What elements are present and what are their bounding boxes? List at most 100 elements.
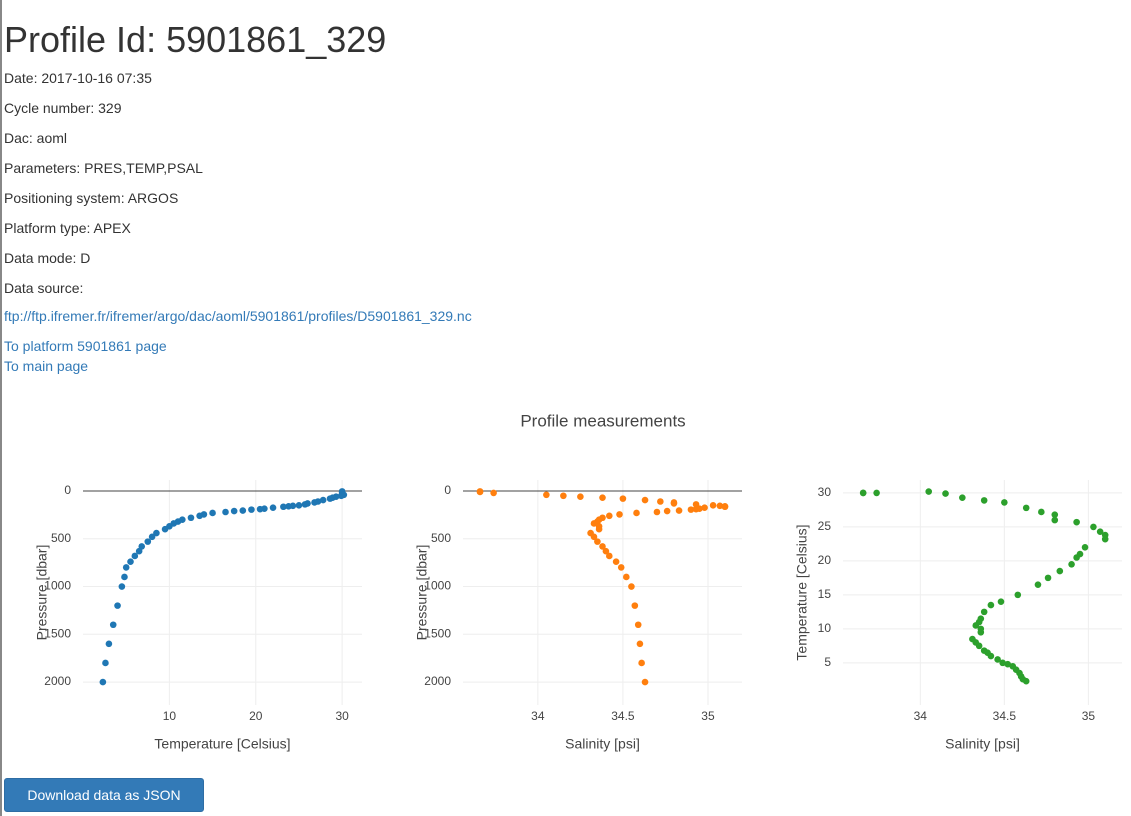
point <box>196 512 203 520</box>
point <box>1004 660 1012 668</box>
point <box>131 552 139 560</box>
detail-line: Platform type: APEX <box>4 220 131 236</box>
platform-link[interactable]: To platform 5901861 page <box>4 338 167 354</box>
y-tick-label: 1000 <box>424 579 451 593</box>
point <box>997 598 1005 605</box>
point <box>975 642 983 650</box>
point <box>280 503 287 511</box>
point <box>987 652 995 660</box>
y-tick-label: 0 <box>444 483 451 497</box>
point <box>590 533 598 541</box>
point <box>716 502 724 510</box>
point <box>148 533 156 541</box>
point <box>859 489 867 497</box>
point <box>959 494 966 501</box>
figure: Profile measurements 10 20 30 0 500 1000 1500 2… <box>34 411 1122 752</box>
point <box>543 491 550 499</box>
y-axis-label: Pressure [dbar] <box>414 545 430 641</box>
download-button[interactable]: Download data as JSON <box>4 778 204 812</box>
point <box>1022 677 1030 685</box>
point <box>873 489 880 497</box>
point <box>612 558 620 565</box>
point <box>657 498 664 505</box>
detail-line: Positioning system: ARGOS <box>4 190 179 206</box>
point <box>1096 528 1104 535</box>
y-axis-label: Pressure [dbar] <box>34 545 50 641</box>
point <box>577 493 584 501</box>
source-link[interactable]: ftp://ftp.ifremer.fr/ifremer/argo/dac/ao… <box>4 308 472 324</box>
point <box>161 525 169 533</box>
x-tick-label: 35 <box>1082 709 1096 723</box>
point <box>102 659 109 667</box>
point <box>269 504 277 512</box>
point <box>606 512 613 520</box>
point <box>1022 504 1030 512</box>
point <box>638 659 645 667</box>
point <box>319 496 327 504</box>
point <box>239 507 247 514</box>
point <box>114 602 121 609</box>
point <box>1044 574 1052 582</box>
point <box>599 543 606 550</box>
point <box>109 621 117 629</box>
point <box>628 583 635 590</box>
point <box>248 506 255 513</box>
main-link[interactable]: To main page <box>4 358 89 374</box>
x-tick-label: 34.5 <box>611 709 635 723</box>
point <box>595 525 603 533</box>
point <box>631 602 639 609</box>
x-tick-label: 20 <box>249 709 263 723</box>
point <box>1038 508 1045 516</box>
y-tick-label: 500 <box>431 531 451 545</box>
point <box>1073 518 1080 526</box>
point <box>337 492 345 500</box>
point <box>295 502 303 509</box>
x-tick-label: 10 <box>163 709 177 723</box>
point <box>1001 499 1008 506</box>
x-tick-label: 34 <box>914 709 928 723</box>
point <box>256 505 264 513</box>
point <box>590 520 598 527</box>
x-tick-label: 35 <box>701 709 715 723</box>
y-tick-label: 10 <box>818 621 832 635</box>
x-axis-label: Salinity [psi] <box>565 736 640 752</box>
point <box>326 495 334 502</box>
x-tick-label: 30 <box>335 709 349 723</box>
point <box>222 508 229 516</box>
point <box>1073 554 1080 561</box>
point <box>606 552 613 560</box>
detail-line: Date: 2017-10-16 07:35 <box>4 70 152 86</box>
point <box>490 489 497 497</box>
detail-line: Cycle number: 329 <box>4 100 122 116</box>
point <box>122 564 130 571</box>
page-title: Profile Id: 5901861_329 <box>4 19 387 60</box>
y-tick-label: 1000 <box>44 579 71 593</box>
y-tick-label: 20 <box>818 553 832 567</box>
point <box>187 514 195 522</box>
x-tick-label: 34.5 <box>993 709 1017 723</box>
point <box>602 547 610 555</box>
point <box>1014 591 1022 599</box>
y-tick-label: 25 <box>818 519 832 533</box>
point <box>1081 543 1089 551</box>
point <box>230 507 238 515</box>
point <box>617 564 625 571</box>
point <box>994 656 1001 663</box>
point <box>135 547 143 555</box>
y-tick-label: 30 <box>818 485 832 499</box>
y-tick-label: 0 <box>64 483 71 497</box>
point <box>560 492 567 500</box>
y-axis-label: Temperature [Celsius] <box>794 524 810 660</box>
point <box>942 490 949 497</box>
point <box>670 500 678 507</box>
point <box>1090 523 1097 531</box>
point <box>616 511 623 518</box>
point <box>675 507 683 514</box>
detail-line: Data source: <box>4 280 84 296</box>
y-tick-label: 15 <box>818 587 832 601</box>
x-axis-label: Salinity [psi] <box>945 736 1020 752</box>
point <box>594 538 601 545</box>
point <box>623 573 630 581</box>
point <box>1101 535 1109 543</box>
